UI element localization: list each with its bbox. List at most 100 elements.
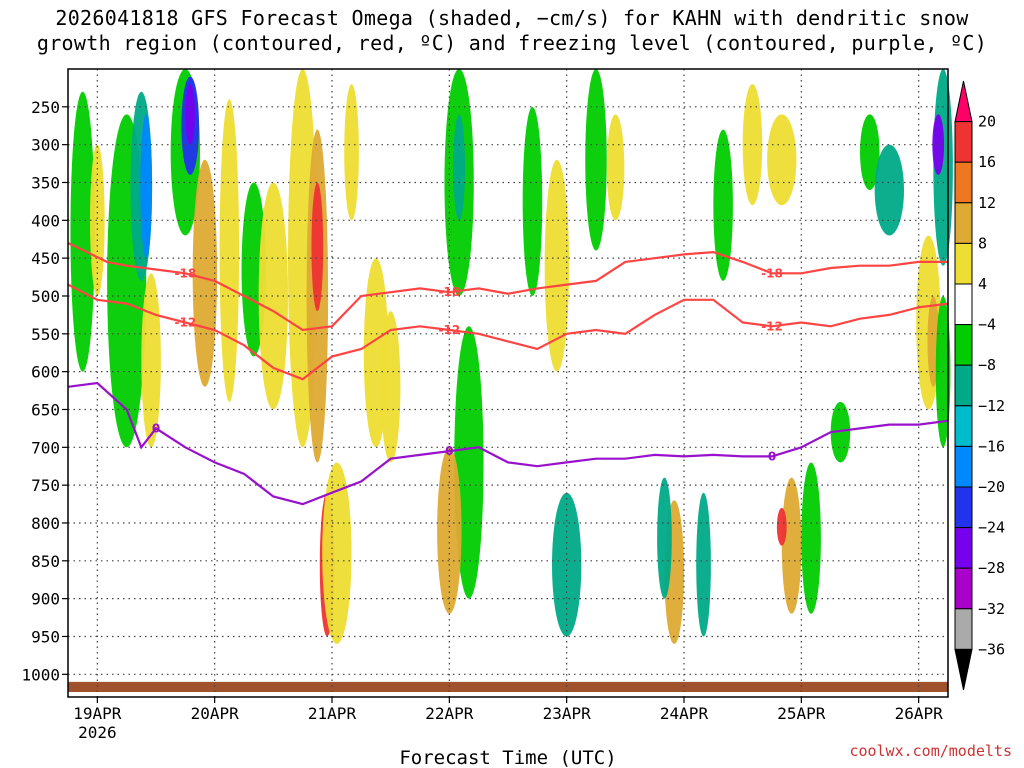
y-tick-label: 800 [31, 514, 60, 533]
colorbar-bin [954, 283, 973, 326]
colorbar-label: 20 [978, 113, 996, 131]
omega-patch [860, 114, 880, 191]
x-tick-label: 25APR [777, 704, 826, 723]
x-tick-label: 20APR [191, 704, 240, 723]
colorbar-label: −16 [978, 437, 1005, 455]
y-axis-ticks: 250 300 350 400 450 500 550 600 650 700 750 800 850 9… [21, 98, 68, 684]
terrain-fill [68, 681, 948, 692]
colorbar-label: 16 [978, 153, 996, 171]
contour-lines: -18 -18 -18 -12 -12 -12 0 0 0 [67, 242, 949, 506]
omega-patch [776, 507, 787, 546]
colorbar-label: −12 [978, 397, 1005, 415]
y-tick-label: 550 [31, 325, 60, 344]
y-tick-label: 400 [31, 211, 60, 230]
omega-patch [70, 91, 95, 372]
y-tick-label: 1000 [21, 665, 60, 684]
omega-patch [258, 182, 289, 410]
colorbar-label: −32 [978, 600, 1005, 618]
y-tick-label: 750 [31, 476, 60, 495]
omega-patch [585, 69, 607, 251]
plot-frame [67, 68, 949, 698]
omega-patch [453, 114, 465, 221]
omega-patch [140, 114, 153, 259]
colorbar-label: 12 [978, 194, 996, 212]
colorbar-label: 4 [978, 275, 987, 293]
contour-label: -12 [438, 323, 460, 337]
omega-patch [742, 84, 763, 206]
contour-label: -12 [174, 315, 196, 329]
colorbar-label: −8 [978, 356, 996, 374]
y-tick-label: 850 [31, 552, 60, 571]
colorbar-top-triangle [954, 80, 973, 123]
colorbar-label: −24 [978, 519, 1005, 537]
colorbar-bottom-triangle [954, 648, 973, 691]
contour-label: -18 [174, 266, 196, 280]
x-tick-label: 19APR [73, 704, 122, 723]
omega-shading [70, 68, 953, 645]
site-credit[interactable]: coolwx.com/modelts [849, 742, 1012, 760]
colorbar-label: −28 [978, 559, 1005, 577]
omega-patch [219, 99, 240, 402]
omega-patch [781, 477, 802, 614]
ground-layer [68, 681, 948, 692]
omega-patch [544, 159, 570, 372]
y-tick-label: 650 [31, 400, 60, 419]
colorbar-bin [954, 445, 973, 488]
grid-lines [68, 69, 948, 697]
omega-patch [767, 114, 797, 206]
colorbar-bin [954, 324, 973, 366]
colorbar-bin [954, 202, 973, 244]
y-tick-label: 600 [31, 363, 60, 382]
colorbar: 20 16 12 8 4 −4 −8 −12 −16 −20 −24 −28 −32 −36 [954, 80, 1005, 691]
omega-patch [185, 84, 196, 145]
contour-label: 0 [445, 444, 453, 458]
x-tick-year: 2026 [78, 723, 117, 742]
x-tick-label: 24APR [660, 704, 709, 723]
colorbar-bin [954, 405, 973, 447]
contour-line [67, 242, 948, 332]
colorbar-bin [954, 567, 973, 610]
contour-line [67, 381, 949, 506]
contour-label: 0 [768, 449, 776, 463]
x-tick-label: 23APR [543, 704, 592, 723]
x-tick-label: 26APR [895, 704, 944, 723]
omega-patch [380, 311, 401, 463]
colorbar-label: −36 [978, 640, 1005, 658]
omega-patch [606, 114, 625, 221]
colorbar-bin [954, 486, 973, 529]
omega-patch [522, 106, 543, 296]
y-tick-label: 700 [31, 438, 60, 457]
omega-patch [344, 84, 359, 221]
contour-label: 0 [152, 421, 160, 435]
omega-patch [454, 326, 484, 599]
y-tick-label: 300 [31, 136, 60, 155]
colorbar-label: −4 [978, 316, 996, 334]
contour-label: -12 [761, 319, 783, 333]
omega-patch [311, 182, 324, 312]
x-tick-label: 21APR [308, 704, 357, 723]
y-tick-label: 500 [31, 287, 60, 306]
contour-label: -18 [761, 266, 783, 280]
x-tick-label: 22APR [425, 704, 474, 723]
omega-patch [830, 401, 851, 463]
omega-patch [657, 477, 672, 599]
colorbar-bin [954, 242, 973, 285]
y-tick-label: 950 [31, 627, 60, 646]
colorbar-label: −20 [978, 478, 1005, 496]
x-axis-label: Forecast Time (UTC) [399, 747, 616, 768]
omega-patch [801, 462, 821, 614]
omega-patch [696, 492, 711, 637]
colorbar-bin [954, 161, 973, 204]
y-tick-label: 350 [31, 173, 60, 192]
contour-line [67, 283, 949, 381]
y-tick-label: 450 [31, 249, 60, 268]
colorbar-bin [954, 608, 973, 650]
chart-title: 2026041818 GFS Forecast Omega (shaded, −… [36, 6, 988, 55]
omega-patch [874, 144, 904, 236]
y-tick-label: 900 [31, 590, 60, 609]
omega-patch [141, 273, 161, 448]
colorbar-bin [954, 364, 973, 407]
y-tick-label: 250 [31, 98, 60, 117]
